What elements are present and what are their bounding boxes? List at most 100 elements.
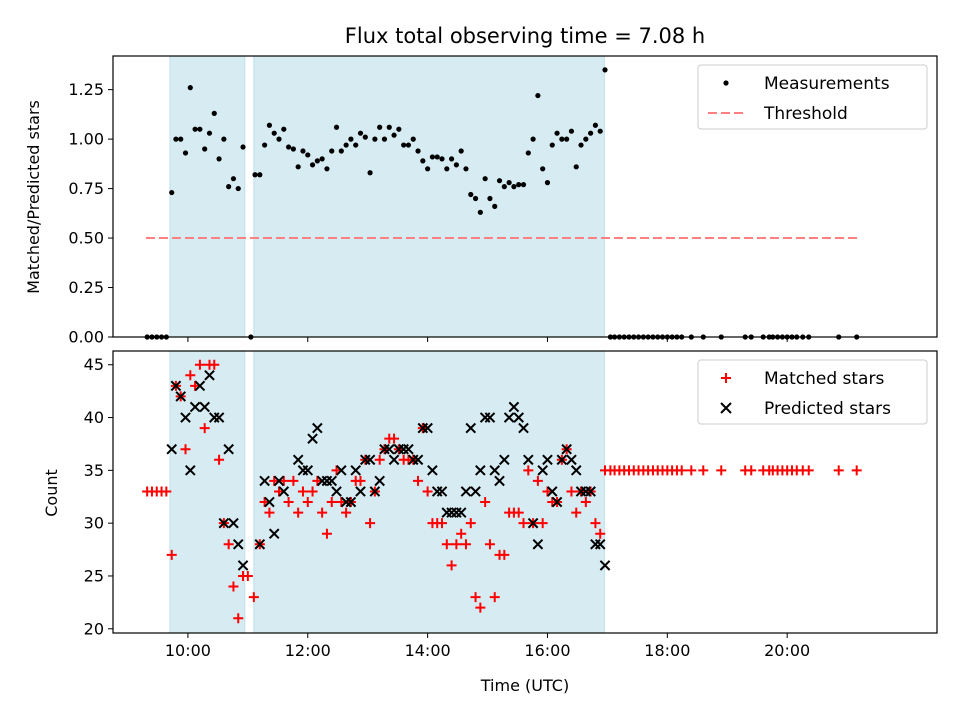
data-point [271, 130, 277, 136]
bottom-series-1 [166, 369, 611, 571]
data-point [527, 517, 539, 529]
data-point [230, 176, 237, 182]
data-point [169, 189, 175, 196]
data-point [187, 85, 193, 91]
data-point [190, 380, 201, 391]
data-point [448, 156, 455, 162]
top-panel: 0.00 0.25 0.50 0.75 1.00 1.25 Measurements Thre… [68, 55, 938, 347]
data-point [556, 454, 568, 466]
bottom-series-0 [142, 359, 862, 624]
data-point [189, 401, 201, 413]
data-point [465, 422, 477, 434]
data-point [496, 178, 503, 184]
data-point [436, 486, 448, 497]
y-tick-label: 45 [84, 355, 104, 374]
data-point [446, 560, 457, 571]
data-point [458, 148, 464, 154]
data-point [803, 465, 814, 476]
data-point [166, 549, 177, 560]
data-point [357, 130, 364, 136]
data-point [180, 444, 191, 455]
bottom-legend: Matched stars Predicted stars [697, 359, 928, 425]
y-tick-label: 35 [84, 461, 104, 480]
data-point [305, 152, 311, 158]
data-point [365, 518, 376, 529]
data-point [425, 166, 431, 172]
data-point [434, 154, 440, 160]
data-point [429, 154, 436, 160]
data-point [564, 136, 570, 142]
data-point [465, 518, 476, 529]
legend-label: Matched stars [764, 369, 884, 389]
data-point [415, 148, 421, 154]
data-point [367, 170, 373, 176]
data-point [599, 560, 611, 571]
data-point [307, 433, 318, 444]
data-point [257, 172, 263, 178]
data-point [331, 465, 342, 476]
data-point [374, 475, 385, 487]
data-point [410, 136, 416, 142]
data-point [833, 465, 844, 476]
data-point [355, 475, 366, 486]
data-point [530, 136, 536, 142]
data-point [487, 195, 493, 202]
data-point [422, 486, 433, 497]
x-tick-label: 18:00 [644, 641, 690, 660]
data-point [204, 369, 215, 381]
data-point [456, 528, 467, 539]
y-tick-label: 1.00 [68, 130, 104, 149]
data-point [472, 195, 479, 202]
data-point [336, 497, 347, 508]
y-tick-label: 20 [84, 619, 104, 638]
data-point [240, 144, 246, 150]
data-point [290, 146, 296, 152]
x-tick-label: 12:00 [285, 641, 331, 660]
data-point [566, 454, 577, 466]
data-point [602, 67, 608, 73]
data-point [345, 496, 357, 508]
data-point [341, 507, 352, 518]
data-point [532, 538, 544, 550]
data-point [259, 475, 270, 487]
top-shaded-interval-0 [169, 55, 246, 338]
legend-marker-measurements [723, 80, 729, 86]
data-point [494, 475, 505, 487]
data-point [566, 486, 577, 497]
data-point [285, 144, 292, 150]
data-point [460, 539, 471, 550]
data-point [223, 443, 234, 455]
data-point [506, 180, 512, 186]
data-point [401, 142, 407, 148]
data-point [508, 401, 520, 413]
data-point [202, 146, 208, 152]
data-point [412, 454, 424, 466]
data-point [173, 136, 179, 142]
data-point [233, 613, 244, 624]
data-point [300, 148, 306, 154]
data-point [324, 166, 330, 172]
data-point [281, 126, 287, 132]
data-point [441, 539, 452, 550]
data-point [537, 465, 548, 476]
data-point [364, 454, 376, 466]
data-point [269, 475, 280, 486]
data-point [268, 528, 280, 540]
data-point [192, 126, 198, 132]
data-point [353, 142, 359, 148]
data-point [194, 359, 205, 370]
data-point [590, 518, 601, 529]
top-legend: Measurements Threshold [697, 64, 928, 130]
data-point [544, 180, 551, 186]
data-point [309, 162, 316, 168]
data-point [386, 124, 392, 130]
data-point [355, 486, 366, 497]
data-point [595, 528, 606, 539]
legend-label: Predicted stars [764, 399, 891, 419]
data-point [492, 203, 498, 209]
data-point [516, 182, 522, 188]
data-point [460, 486, 472, 497]
y-tick-label: 0.00 [68, 328, 104, 347]
data-point [480, 497, 491, 508]
data-point [214, 454, 225, 465]
